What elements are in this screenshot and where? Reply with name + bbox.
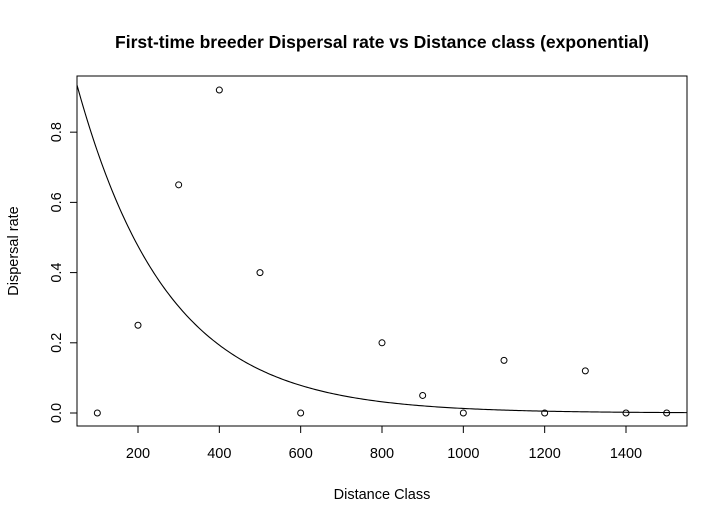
x-tick-label: 1400 (610, 446, 642, 462)
data-point (419, 391, 427, 399)
plot-content (76, 84, 688, 417)
x-axis-label: Distance Class (334, 487, 431, 503)
y-tick-label: 0.0 (49, 403, 65, 423)
data-point (256, 269, 264, 277)
data-point (500, 356, 508, 364)
x-tick-label: 600 (289, 446, 313, 462)
y-tick-label: 0.4 (49, 263, 65, 283)
data-point (134, 321, 142, 329)
data-point (297, 409, 305, 417)
x-tick-label: 200 (126, 446, 150, 462)
y-axis: 0.0 0.2 0.4 0.6 0.8 (49, 122, 78, 423)
data-point (215, 86, 223, 94)
data-point (175, 181, 183, 189)
data-point (622, 409, 630, 417)
data-point (581, 367, 589, 375)
y-axis-label: Dispersal rate (6, 206, 22, 295)
y-tick-label: 0.8 (49, 122, 65, 142)
x-tick-label: 800 (370, 446, 394, 462)
x-axis: 200 400 600 800 1000 1200 1400 (126, 425, 642, 462)
x-tick-label: 1200 (529, 446, 561, 462)
x-tick-label: 400 (207, 446, 231, 462)
data-point (378, 339, 386, 347)
data-point (459, 409, 467, 417)
x-tick-label: 1000 (447, 446, 479, 462)
chart-title: First-time breeder Dispersal rate vs Dis… (115, 32, 649, 52)
plot-frame (76, 75, 688, 427)
data-point (93, 409, 101, 417)
y-tick-label: 0.2 (49, 333, 65, 353)
data-point (663, 409, 671, 417)
data-point (541, 409, 549, 417)
fitted-curve (76, 84, 688, 414)
y-tick-label: 0.6 (49, 192, 65, 212)
